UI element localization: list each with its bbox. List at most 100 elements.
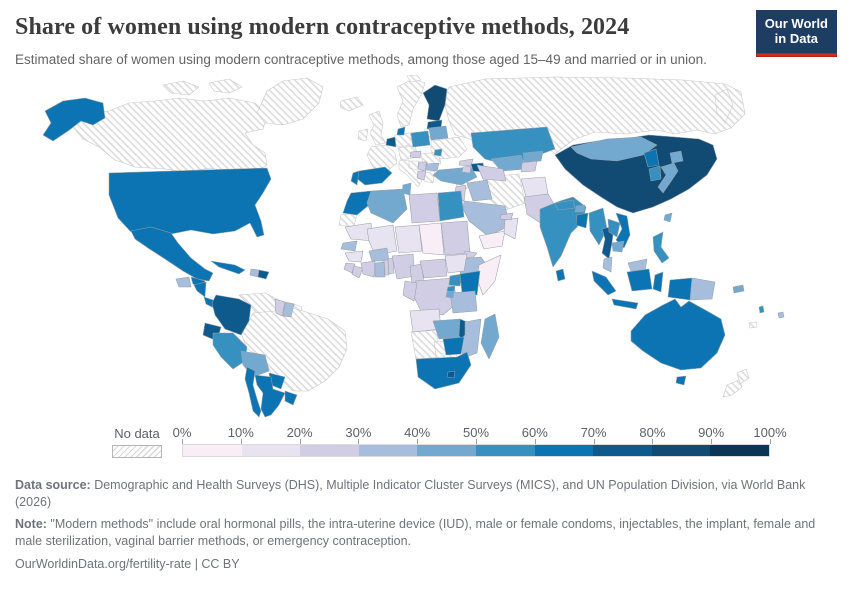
- country-shape[interactable]: [499, 212, 514, 220]
- country-shape[interactable]: [357, 128, 369, 141]
- country-shape[interactable]: [480, 313, 500, 359]
- country-shape[interactable]: [428, 125, 449, 140]
- country-shape[interactable]: [748, 321, 758, 328]
- country-shape[interactable]: [422, 84, 448, 121]
- country-shape[interactable]: [758, 305, 765, 313]
- country-shape[interactable]: [669, 150, 684, 163]
- country-shape[interactable]: [360, 260, 376, 277]
- country-shape[interactable]: [240, 350, 270, 377]
- country-shape[interactable]: [554, 199, 576, 210]
- country-shape[interactable]: [42, 97, 106, 141]
- country-shape[interactable]: [211, 294, 252, 335]
- country-shape[interactable]: [350, 170, 360, 185]
- country-shape[interactable]: [162, 80, 200, 95]
- country-shape[interactable]: [254, 374, 286, 417]
- country-shape[interactable]: [440, 220, 471, 255]
- country-shape[interactable]: [396, 126, 406, 135]
- country-shape[interactable]: [652, 271, 664, 292]
- country-shape[interactable]: [714, 88, 734, 123]
- country-shape[interactable]: [627, 258, 648, 271]
- country-shape[interactable]: [257, 269, 270, 279]
- country-shape[interactable]: [175, 276, 192, 287]
- country-shape[interactable]: [657, 162, 679, 193]
- country-shape[interactable]: [588, 207, 608, 245]
- country-shape[interactable]: [461, 165, 472, 173]
- country-shape[interactable]: [72, 97, 268, 172]
- country-shape[interactable]: [282, 301, 295, 317]
- country-shape[interactable]: [408, 192, 441, 223]
- country-shape[interactable]: [575, 212, 589, 228]
- country-shape[interactable]: [442, 336, 465, 355]
- country-shape[interactable]: [108, 167, 272, 237]
- country-shape[interactable]: [476, 164, 507, 181]
- country-shape[interactable]: [402, 280, 418, 301]
- country-shape[interactable]: [570, 136, 658, 161]
- country-shape[interactable]: [675, 375, 687, 385]
- country-shape[interactable]: [344, 250, 364, 262]
- country-shape[interactable]: [208, 78, 243, 93]
- country-shape[interactable]: [689, 277, 716, 300]
- country-shape[interactable]: [539, 196, 587, 267]
- country-shape[interactable]: [433, 148, 443, 156]
- country-shape[interactable]: [448, 273, 463, 286]
- country-shape[interactable]: [611, 240, 625, 252]
- country-shape[interactable]: [284, 390, 298, 405]
- country-shape[interactable]: [449, 290, 478, 313]
- country-shape[interactable]: [385, 136, 397, 147]
- country-shape[interactable]: [130, 226, 214, 281]
- country-shape[interactable]: [652, 231, 670, 263]
- country-shape[interactable]: [338, 212, 358, 227]
- country-shape[interactable]: [210, 260, 246, 274]
- country-shape[interactable]: [520, 160, 538, 172]
- country-shape[interactable]: [410, 130, 431, 147]
- country-shape[interactable]: [374, 261, 386, 277]
- country-shape[interactable]: [383, 259, 390, 275]
- country-shape[interactable]: [274, 298, 286, 316]
- country-shape[interactable]: [444, 253, 468, 273]
- country-shape[interactable]: [615, 212, 631, 248]
- country-shape[interactable]: [409, 150, 422, 158]
- country-shape[interactable]: [425, 162, 440, 171]
- country-shape[interactable]: [591, 270, 617, 295]
- country-shape[interactable]: [555, 268, 566, 281]
- country-shape[interactable]: [416, 170, 427, 180]
- country-shape[interactable]: [408, 160, 420, 170]
- country-shape[interactable]: [626, 268, 653, 291]
- country-shape[interactable]: [212, 332, 248, 369]
- country-shape[interactable]: [419, 258, 448, 278]
- country-shape[interactable]: [602, 256, 613, 272]
- country-shape[interactable]: [648, 165, 662, 181]
- country-shape[interactable]: [574, 204, 586, 212]
- country-shape[interactable]: [351, 265, 364, 278]
- country-shape[interactable]: [630, 298, 726, 370]
- country-shape[interactable]: [366, 144, 398, 173]
- country-shape[interactable]: [193, 281, 207, 297]
- country-shape[interactable]: [667, 277, 693, 300]
- country-shape[interactable]: [340, 240, 358, 251]
- country-shape[interactable]: [478, 230, 506, 249]
- country-shape[interactable]: [446, 370, 456, 378]
- owid-logo[interactable]: Our World in Data: [755, 10, 837, 57]
- country-shape[interactable]: [415, 351, 472, 389]
- country-shape[interactable]: [503, 217, 519, 239]
- country-shape[interactable]: [437, 190, 465, 221]
- country-shape[interactable]: [418, 222, 445, 255]
- country-shape[interactable]: [354, 166, 393, 185]
- country-shape[interactable]: [417, 161, 428, 171]
- country-shape[interactable]: [522, 150, 544, 162]
- country-shape[interactable]: [611, 298, 639, 309]
- country-shape[interactable]: [643, 148, 660, 167]
- country-shape[interactable]: [777, 311, 785, 318]
- country-shape[interactable]: [368, 110, 387, 145]
- country-shape[interactable]: [458, 158, 474, 166]
- country-shape[interactable]: [607, 218, 621, 237]
- country-shape[interactable]: [256, 77, 324, 125]
- country-shape[interactable]: [722, 379, 743, 397]
- country-shape[interactable]: [663, 212, 673, 222]
- country-shape[interactable]: [244, 366, 262, 417]
- country-shape[interactable]: [249, 268, 260, 277]
- country-shape[interactable]: [732, 284, 745, 293]
- country-shape[interactable]: [401, 182, 412, 195]
- country-shape[interactable]: [394, 224, 423, 253]
- country-shape[interactable]: [368, 247, 390, 261]
